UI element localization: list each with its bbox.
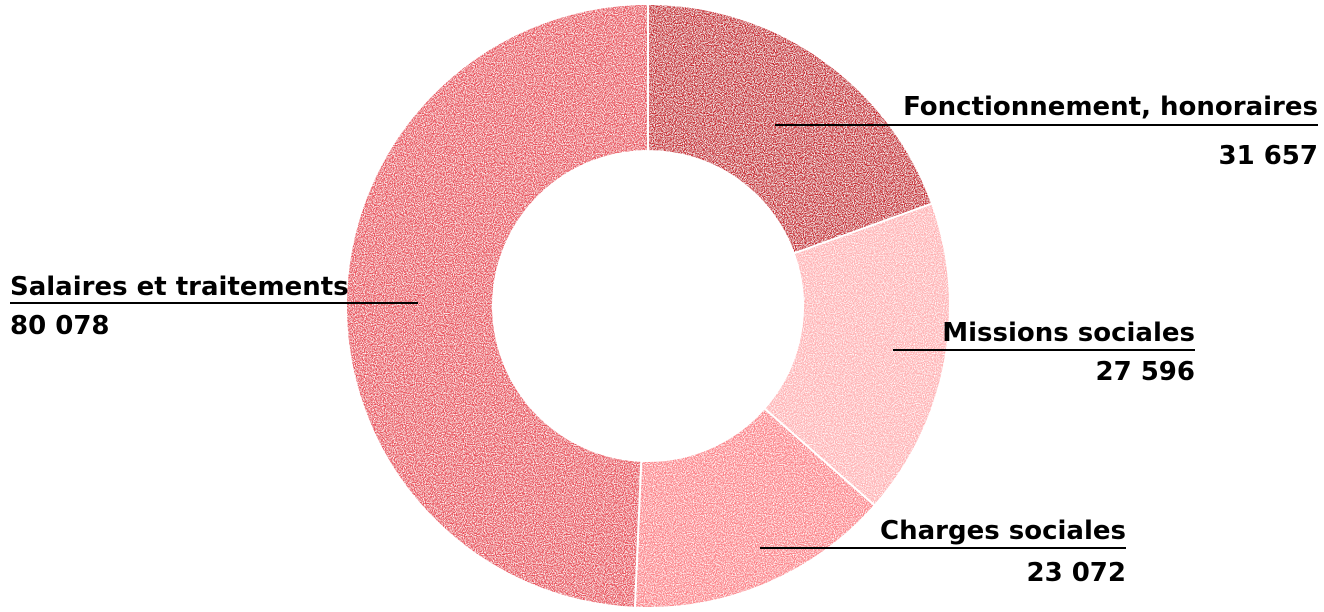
- value-label: 23 072: [1026, 558, 1126, 588]
- category-label: Missions sociales: [942, 318, 1195, 348]
- category-label: Salaires et traitements: [10, 272, 349, 302]
- label-missions-sociales: Missions sociales 27 596: [893, 318, 1195, 387]
- label-salaires-et-traitements: Salaires et traitements 80 078: [10, 272, 418, 341]
- slice-charges-sociales: [633, 406, 877, 609]
- value-label: 31 657: [1218, 141, 1318, 171]
- value-label: 80 078: [10, 311, 110, 341]
- label-fonctionnement-honoraires: Fonctionnement, honoraires 31 657: [775, 92, 1318, 171]
- donut-slices: [344, 2, 951, 609]
- slice-salaires-et-traitements: [344, 2, 649, 609]
- slice-missions-sociales: [762, 202, 951, 507]
- category-label: Fonctionnement, honoraires: [903, 92, 1318, 122]
- value-label: 27 596: [1095, 357, 1195, 387]
- slice-labels: Fonctionnement, honoraires 31 657 Missions…: [10, 92, 1318, 588]
- label-charges-sociales: Charges sociales 23 072: [760, 516, 1126, 588]
- slice-fonctionnement-honoraires: [647, 2, 934, 255]
- category-label: Charges sociales: [880, 516, 1126, 546]
